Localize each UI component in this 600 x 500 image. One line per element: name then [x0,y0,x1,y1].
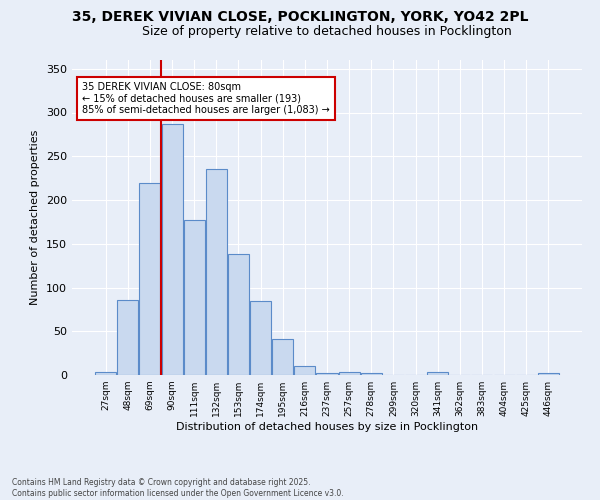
Bar [118,300,139,375]
Text: 35, DEREK VIVIAN CLOSE, POCKLINGTON, YORK, YO42 2PL: 35, DEREK VIVIAN CLOSE, POCKLINGTON, YOR… [72,10,528,24]
Bar [295,366,316,375]
Bar [338,372,359,375]
Bar [361,373,382,375]
Text: Contains HM Land Registry data © Crown copyright and database right 2025.
Contai: Contains HM Land Registry data © Crown c… [12,478,344,498]
Bar [316,373,338,375]
Bar [427,372,448,375]
Bar [228,254,249,375]
Title: Size of property relative to detached houses in Pocklington: Size of property relative to detached ho… [142,25,512,38]
Text: 35 DEREK VIVIAN CLOSE: 80sqm
← 15% of detached houses are smaller (193)
85% of s: 35 DEREK VIVIAN CLOSE: 80sqm ← 15% of de… [82,82,330,116]
Bar [250,300,271,375]
Bar [538,373,559,375]
Bar [184,220,205,375]
Bar [161,124,182,375]
Y-axis label: Number of detached properties: Number of detached properties [31,130,40,305]
X-axis label: Distribution of detached houses by size in Pocklington: Distribution of detached houses by size … [176,422,478,432]
Bar [139,184,160,375]
Bar [272,339,293,375]
Bar [95,372,116,375]
Bar [206,170,227,375]
